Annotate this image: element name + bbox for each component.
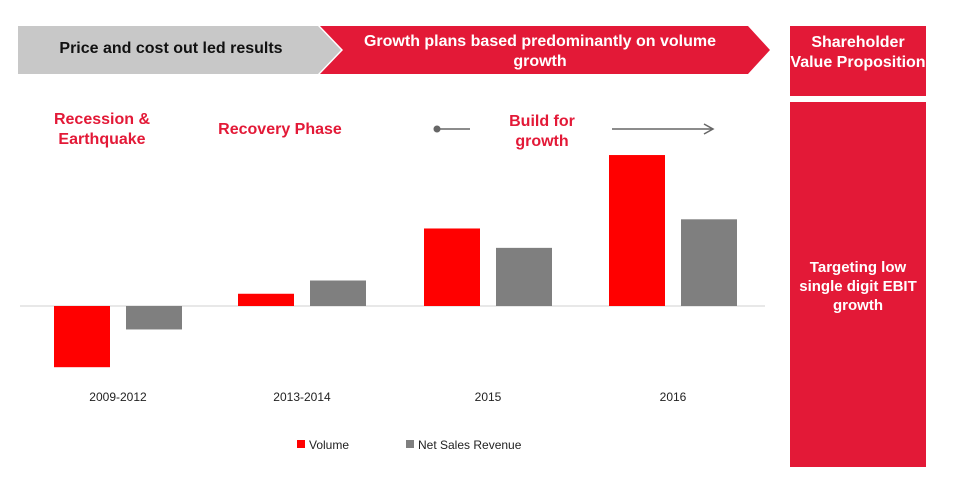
bar-volume-1 — [238, 293, 294, 306]
bar-net-sales-revenue-1 — [310, 280, 366, 306]
category-tick-label: 2015 — [475, 390, 502, 404]
bars — [54, 155, 737, 368]
legend-label-1: Net Sales Revenue — [418, 438, 522, 452]
bar-net-sales-revenue-2 — [496, 247, 552, 306]
shareholder-label: Shareholder Value Proposition — [790, 34, 926, 71]
growth-arrow — [433, 123, 715, 135]
phase-recovery-label: Recovery Phase — [218, 121, 342, 138]
growth-arrow-head — [703, 123, 715, 135]
legend-label-0: Volume — [309, 438, 349, 452]
bar-net-sales-revenue-3 — [681, 219, 737, 306]
legend-swatch-1 — [406, 440, 414, 448]
side-panel-text: Targeting low single digit EBIT growth — [799, 259, 917, 314]
bar-volume-3 — [609, 155, 665, 306]
category-ticks: 2009-2012 2013-2014 2015 2016 — [89, 390, 686, 404]
banner-left-arrow — [18, 26, 341, 74]
bar-volume-0 — [54, 306, 110, 368]
category-tick-label: 2009-2012 — [89, 390, 147, 404]
bar-net-sales-revenue-0 — [126, 306, 182, 330]
banner-arrows — [18, 26, 926, 96]
phase-build-label: Build for growth — [509, 113, 575, 150]
legend: Volume Net Sales Revenue — [297, 438, 522, 452]
phase-recession-label: Recession & Earthquake — [53, 111, 151, 148]
banner-middle-arrow — [320, 26, 770, 74]
bar-volume-2 — [424, 228, 480, 306]
banner-left-label: Price and cost out led results — [59, 40, 283, 57]
category-tick-label: 2013-2014 — [273, 390, 331, 404]
legend-swatch-0 — [297, 440, 305, 448]
banner-middle-label: Growth plans based predominantly on volu… — [363, 33, 717, 70]
banner-right-box — [790, 26, 926, 96]
side-panel: Targeting low single digit EBIT growth — [790, 102, 926, 467]
category-tick-label: 2016 — [660, 390, 687, 404]
